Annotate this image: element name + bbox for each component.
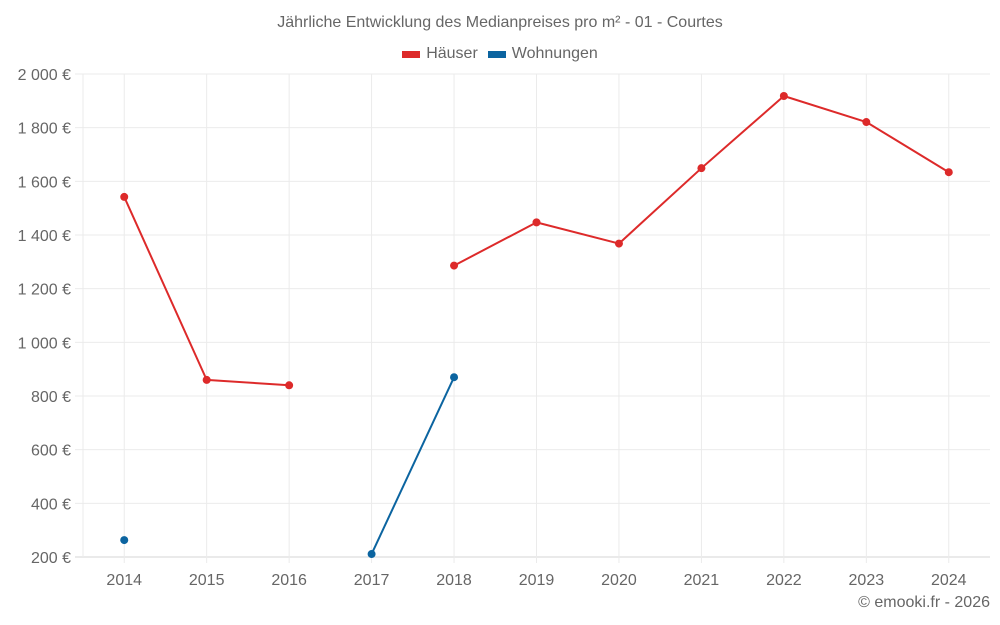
credit: © emooki.fr - 2026 bbox=[858, 594, 990, 611]
data-point[interactable] bbox=[120, 536, 129, 545]
x-tick-label: 2018 bbox=[436, 572, 472, 589]
x-tick-label: 2015 bbox=[189, 572, 225, 589]
legend-label-wohnungen: Wohnungen bbox=[511, 45, 598, 62]
x-tick-label: 2024 bbox=[931, 572, 967, 589]
y-tick-label: 800 € bbox=[31, 389, 71, 406]
y-tick-label: 2 000 € bbox=[18, 67, 71, 84]
y-tick-label: 1 000 € bbox=[18, 335, 71, 352]
series-häuser bbox=[120, 92, 953, 390]
y-tick-label: 1 600 € bbox=[18, 174, 71, 191]
data-point[interactable] bbox=[367, 550, 376, 559]
data-point[interactable] bbox=[862, 118, 871, 127]
data-point[interactable] bbox=[285, 381, 294, 390]
y-tick-label: 600 € bbox=[31, 443, 71, 460]
data-point[interactable] bbox=[614, 239, 623, 248]
data-point[interactable] bbox=[944, 168, 953, 177]
legend-item-haeuser[interactable]: Häuser bbox=[402, 45, 478, 63]
x-tick-label: 2017 bbox=[354, 572, 390, 589]
series-wohnungen bbox=[120, 373, 459, 559]
x-tick-label: 2022 bbox=[766, 572, 802, 589]
data-point[interactable] bbox=[697, 164, 706, 173]
y-tick-label: 200 € bbox=[31, 550, 71, 567]
x-tick-label: 2023 bbox=[849, 572, 885, 589]
legend-label-haeuser: Häuser bbox=[426, 45, 478, 62]
x-tick-label: 2019 bbox=[519, 572, 555, 589]
grid bbox=[75, 73, 990, 563]
y-tick-label: 1 400 € bbox=[18, 228, 71, 245]
y-tick-label: 1 200 € bbox=[18, 282, 71, 299]
y-tick-label: 400 € bbox=[31, 496, 71, 513]
legend-swatch-haeuser bbox=[402, 50, 421, 58]
data-point[interactable] bbox=[779, 92, 788, 101]
chart-title: Jährliche Entwicklung des Medianpreises … bbox=[277, 14, 723, 31]
x-tick-label: 2020 bbox=[601, 572, 637, 589]
x-tick-label: 2021 bbox=[684, 572, 720, 589]
data-point[interactable] bbox=[450, 261, 459, 270]
y-tick-label: 1 800 € bbox=[18, 121, 71, 138]
legend-swatch-wohnungen bbox=[487, 50, 506, 58]
x-tick-label: 2016 bbox=[271, 572, 307, 589]
data-point[interactable] bbox=[532, 218, 541, 227]
legend: Häuser Wohnungen bbox=[0, 45, 1000, 63]
data-point[interactable] bbox=[450, 373, 459, 382]
data-point[interactable] bbox=[120, 192, 129, 201]
data-point[interactable] bbox=[202, 375, 211, 384]
legend-item-wohnungen[interactable]: Wohnungen bbox=[487, 45, 598, 63]
x-tick-label: 2014 bbox=[106, 572, 142, 589]
